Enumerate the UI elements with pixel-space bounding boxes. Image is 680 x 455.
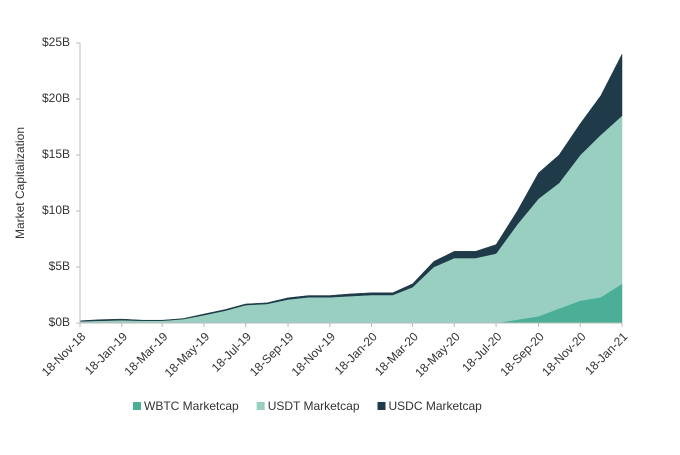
legend-label: USDC Marketcap xyxy=(389,399,483,413)
legend-swatch xyxy=(133,402,141,410)
area xyxy=(79,54,623,322)
y-tick-label: $5B xyxy=(49,259,70,273)
x-tick-label: 18-Nov-19 xyxy=(289,329,339,379)
x-tick-label: 18-May-20 xyxy=(412,329,463,380)
legend-label: USDT Marketcap xyxy=(268,399,360,413)
area xyxy=(79,115,623,324)
x-tick-label: 18-Sep-19 xyxy=(247,329,297,379)
x-tick-label: 18-Nov-20 xyxy=(539,329,589,379)
x-tick-label: 18-Nov-18 xyxy=(39,329,89,379)
y-tick-label: $10B xyxy=(42,203,70,217)
y-tick-label: $25B xyxy=(42,35,70,49)
legend-swatch xyxy=(377,402,386,410)
x-tick-label: 18-May-19 xyxy=(162,329,213,380)
y-tick-label: $0B xyxy=(49,315,70,329)
legend-swatch xyxy=(256,402,265,410)
x-tick-label: 18-Sep-20 xyxy=(497,329,547,379)
y-axis-label: Market Capitalization xyxy=(13,127,27,239)
x-tick-label: 18-Jan-21 xyxy=(582,329,630,377)
legend-label: WBTC Marketcap xyxy=(144,399,239,413)
y-tick-label: $15B xyxy=(42,147,70,161)
y-tick-label: $20B xyxy=(42,91,70,105)
